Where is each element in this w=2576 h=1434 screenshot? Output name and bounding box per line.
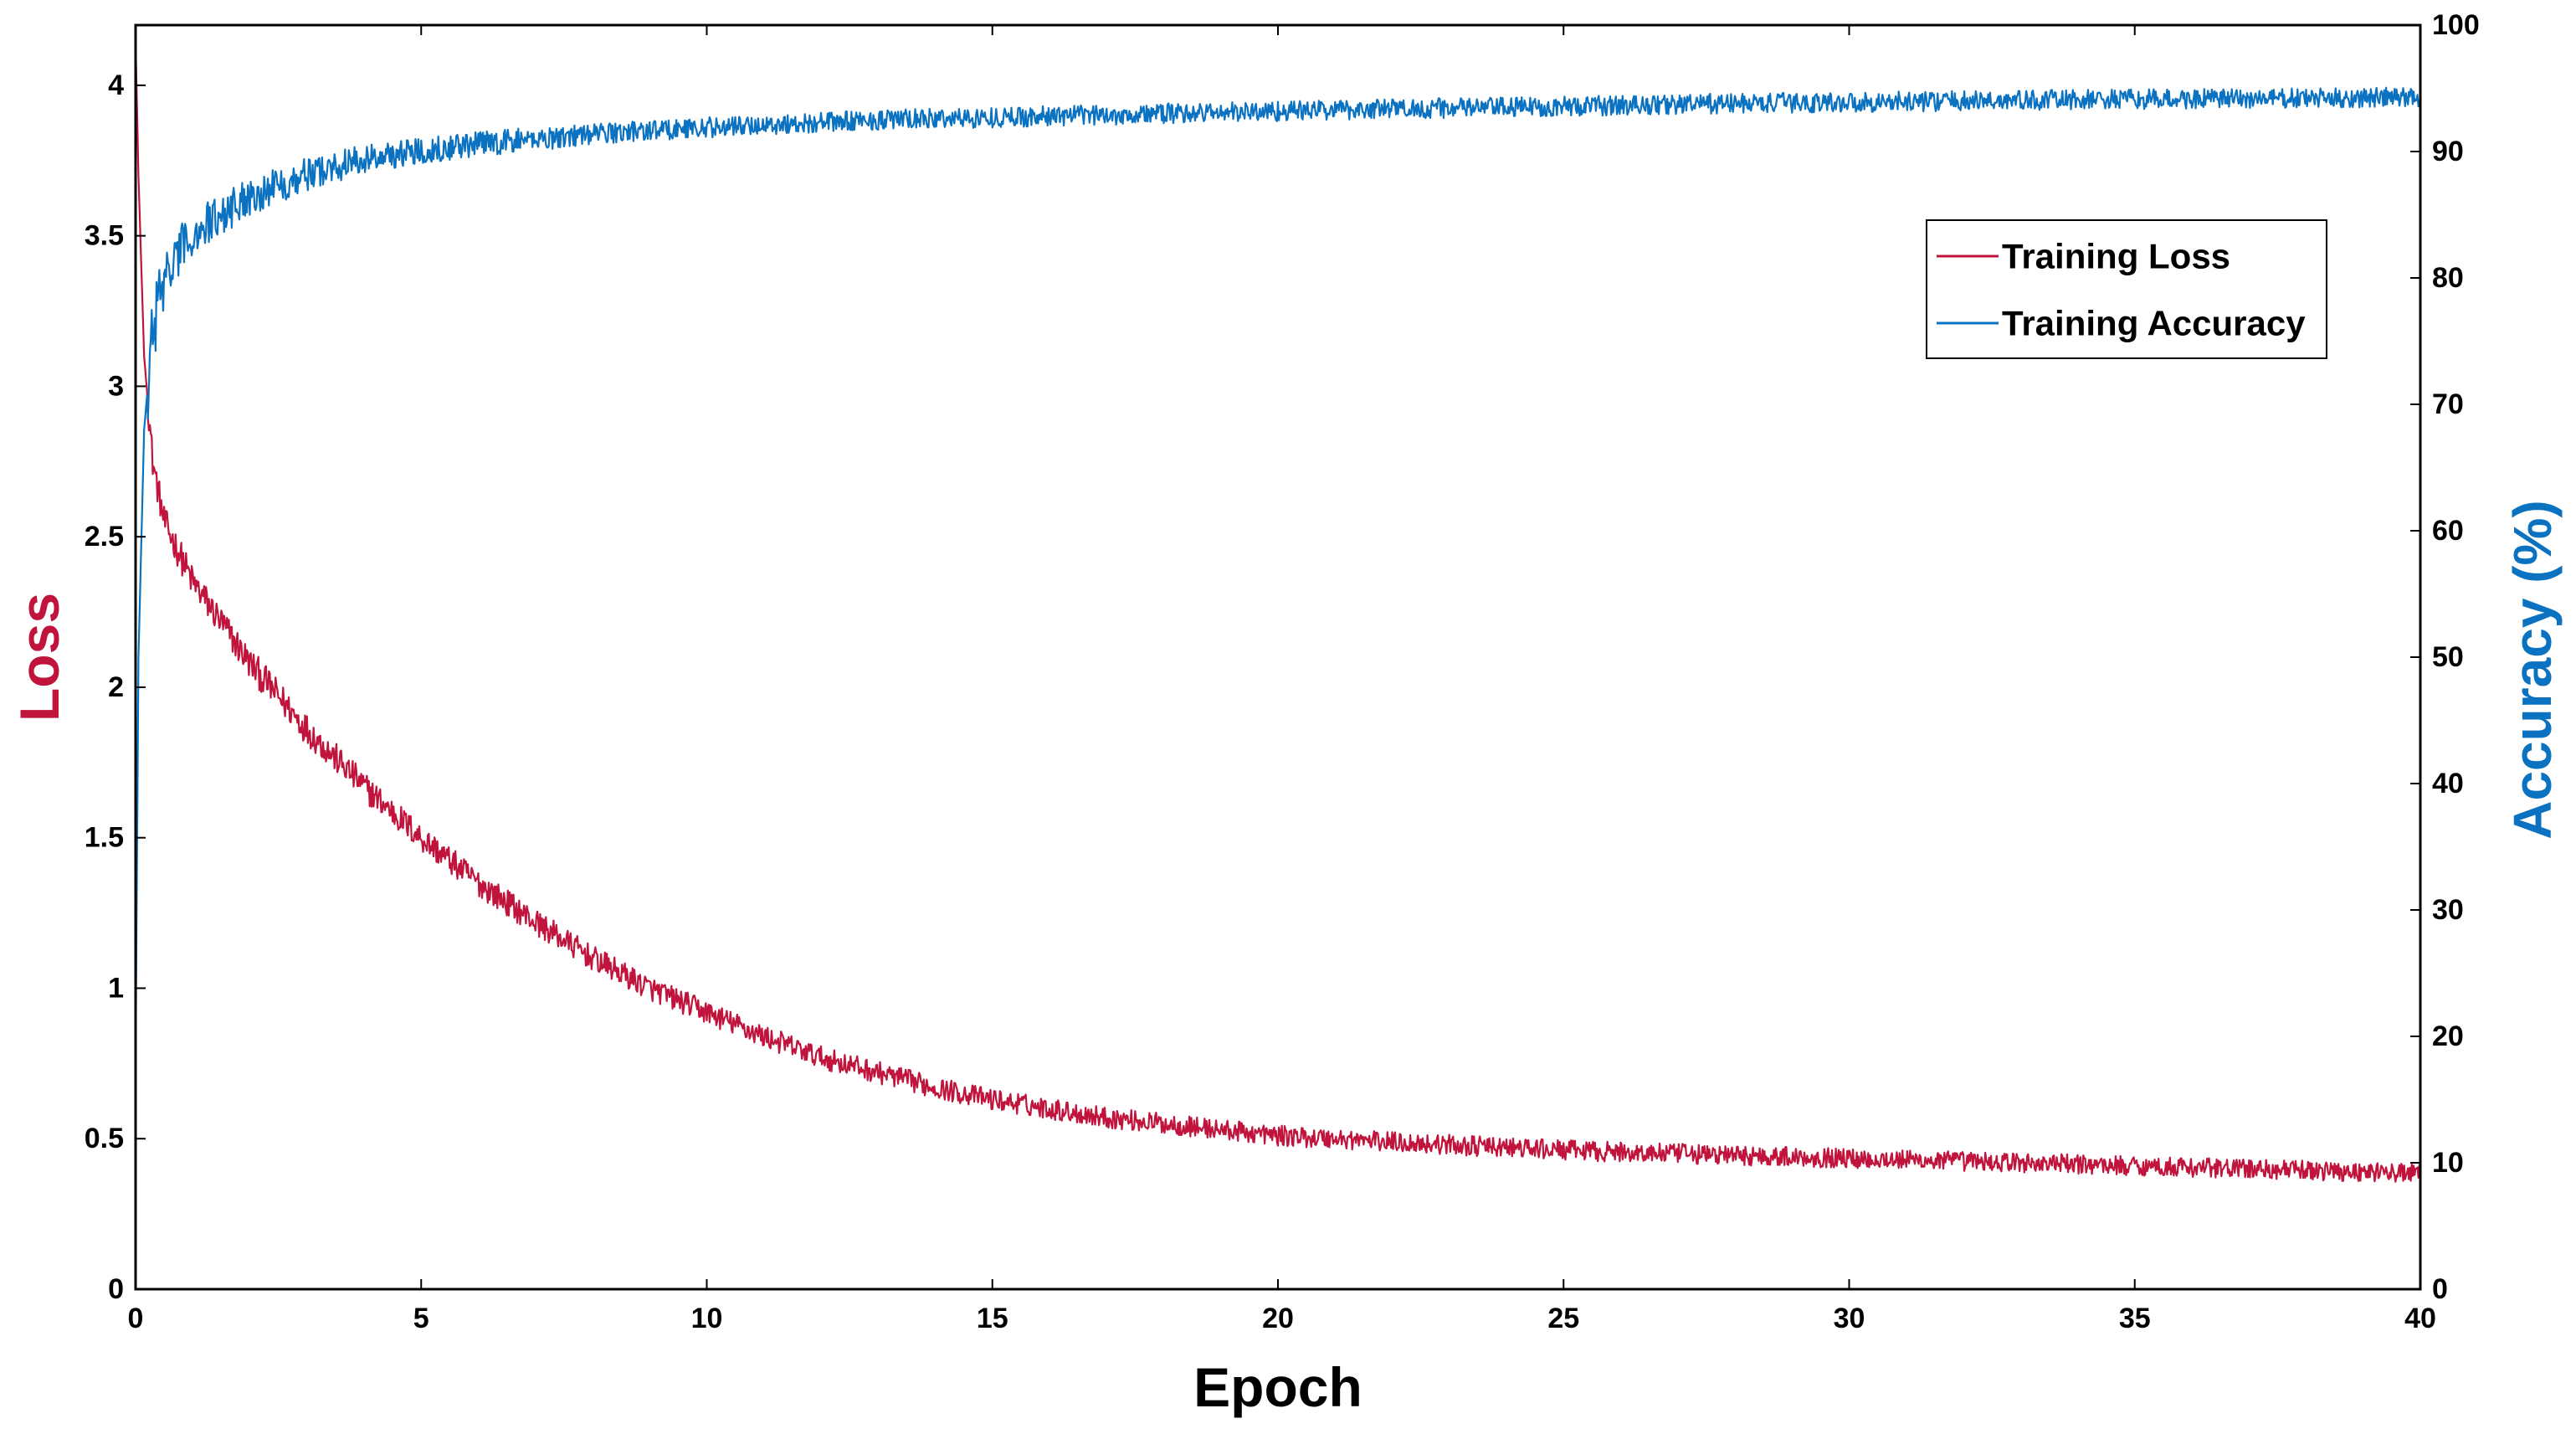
legend-box (1926, 219, 2327, 359)
left-y-tick-label: 0.5 (85, 1123, 124, 1154)
x-tick-label: 35 (2119, 1303, 2151, 1334)
series-line-training-accuracy (134, 86, 2422, 1062)
right-y-tick-label: 20 (2432, 1020, 2464, 1052)
right-y-tick-label: 30 (2432, 894, 2464, 926)
left-y-tick-label: 3.5 (85, 220, 124, 252)
left-y-tick-label: 0 (108, 1273, 124, 1305)
legend-label-training-accuracy: Training Accuracy (2002, 304, 2306, 343)
left-y-tick-label: 1 (108, 972, 124, 1004)
right-y-tick-label: 40 (2432, 768, 2464, 799)
left-y-tick-label: 3 (108, 370, 124, 402)
x-axis-title: Epoch (1193, 1356, 1362, 1418)
legend-label-training-loss: Training Loss (2002, 237, 2230, 276)
legend: Training Loss Training Accuracy (1926, 219, 2327, 359)
right-y-tick-label: 70 (2432, 388, 2464, 420)
x-tick-label: 0 (128, 1303, 144, 1334)
left-y-tick-label: 1.5 (85, 822, 124, 854)
right-y-tick-label: 100 (2432, 9, 2480, 41)
right-y-tick-label: 60 (2432, 515, 2464, 547)
x-tick-label: 30 (1834, 1303, 1865, 1334)
x-tick-label: 5 (413, 1303, 429, 1334)
series-line-training-loss (134, 39, 2421, 1183)
series-layer (134, 39, 2422, 1183)
x-tick-label: 20 (1262, 1303, 1294, 1334)
x-tick-label: 40 (2404, 1303, 2436, 1334)
right-y-tick-label: 0 (2432, 1273, 2448, 1305)
right-y-tick-label: 80 (2432, 262, 2464, 294)
right-y-tick-label: 90 (2432, 136, 2464, 167)
left-y-axis-title: Loss (8, 593, 70, 722)
left-y-tick-label: 2.5 (85, 521, 124, 553)
right-y-tick-label: 10 (2432, 1147, 2464, 1179)
x-tick-label: 25 (1547, 1303, 1579, 1334)
right-y-tick-label: 50 (2432, 641, 2464, 673)
x-tick-label: 15 (977, 1303, 1008, 1334)
right-y-axis-title: Accuracy (%) (2502, 500, 2563, 840)
ticks-layer: 0 5 10 15 20 25 30 35 4000.511.522.533.540102030… (85, 9, 2480, 1334)
left-y-tick-label: 2 (108, 671, 124, 703)
left-y-tick-label: 4 (108, 69, 124, 101)
x-tick-label: 10 (691, 1303, 723, 1334)
